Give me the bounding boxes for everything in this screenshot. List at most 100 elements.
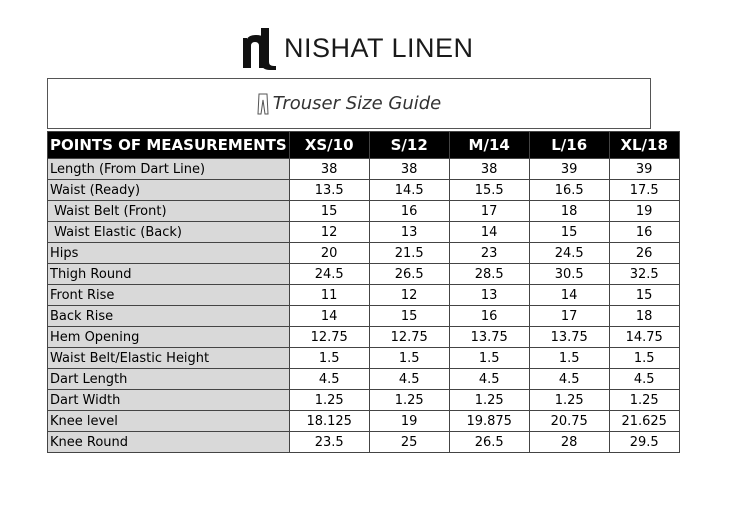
size-cell: 15: [368, 305, 450, 327]
size-cell: 29.5: [608, 431, 680, 453]
size-cell: 28: [528, 431, 610, 453]
size-cell: 4.5: [448, 368, 530, 390]
brand-logo: [243, 28, 276, 70]
measurement-label: Dart Width: [47, 389, 290, 411]
size-cell: 24.5: [528, 242, 610, 264]
column-header: S/12: [368, 131, 450, 159]
size-cell: 1.5: [448, 347, 530, 369]
size-cell: 28.5: [448, 263, 530, 285]
brand-name: NISHAT LINEN: [284, 32, 474, 63]
size-table: POINTS OF MEASUREMENTS XS/10 S/12 M/14 L/16 X…: [47, 131, 680, 453]
brand: NISHAT LINEN: [240, 26, 474, 70]
size-cell: 14: [288, 305, 370, 327]
size-cell: 14: [448, 221, 530, 243]
size-cell: 20: [288, 242, 370, 264]
size-cell: 39: [528, 158, 610, 180]
size-cell: 4.5: [608, 368, 680, 390]
header-row: POINTS OF MEASUREMENTS XS/10 S/12 M/14 L/16 X…: [47, 131, 680, 159]
size-cell: 21.625: [608, 410, 680, 432]
size-cell: 12.75: [368, 326, 450, 348]
size-cell: 4.5: [368, 368, 450, 390]
size-cell: 14.5: [368, 179, 450, 201]
measurement-label: Dart Length: [47, 368, 290, 390]
size-cell: 19: [608, 200, 680, 222]
size-cell: 1.25: [528, 389, 610, 411]
table-row: Hem Opening 12.75 12.75 13.75 13.75 14.75: [47, 326, 680, 348]
size-cell: 15: [288, 200, 370, 222]
size-cell: 17: [448, 200, 530, 222]
title-box: Trouser Size Guide: [47, 78, 651, 129]
size-cell: 14: [528, 284, 610, 306]
size-cell: 23: [448, 242, 530, 264]
size-cell: 12: [368, 284, 450, 306]
measurement-label: Knee Round: [47, 431, 290, 453]
size-cell: 1.25: [288, 389, 370, 411]
measurement-label: Hips: [47, 242, 290, 264]
table-row: Thigh Round 24.5 26.5 28.5 30.5 32.5: [47, 263, 680, 285]
size-cell: 1.25: [368, 389, 450, 411]
measurement-label: Waist (Ready): [47, 179, 290, 201]
size-cell: 39: [608, 158, 680, 180]
size-cell: 13.75: [448, 326, 530, 348]
size-cell: 12.75: [288, 326, 370, 348]
size-cell: 13.75: [528, 326, 610, 348]
size-cell: 1.5: [288, 347, 370, 369]
size-cell: 15: [608, 284, 680, 306]
measurement-label: Length (From Dart Line): [47, 158, 290, 180]
size-cell: 38: [288, 158, 370, 180]
table-row: Dart Width 1.25 1.25 1.25 1.25 1.25: [47, 389, 680, 411]
table-row: Front Rise 11 12 13 14 15: [47, 284, 680, 306]
column-header: L/16: [528, 131, 610, 159]
column-header: XL/18: [608, 131, 680, 159]
size-cell: 26: [608, 242, 680, 264]
size-cell: 17: [528, 305, 610, 327]
size-cell: 16: [448, 305, 530, 327]
size-cell: 15.5: [448, 179, 530, 201]
measurement-label: Back Rise: [47, 305, 290, 327]
size-cell: 1.25: [608, 389, 680, 411]
table-row: Waist (Ready) 13.5 14.5 15.5 16.5 17.5: [47, 179, 680, 201]
size-cell: 25: [368, 431, 450, 453]
size-cell: 14.75: [608, 326, 680, 348]
size-cell: 23.5: [288, 431, 370, 453]
size-cell: 13.5: [288, 179, 370, 201]
size-cell: 18: [608, 305, 680, 327]
size-cell: 18: [528, 200, 610, 222]
size-cell: 30.5: [528, 263, 610, 285]
table-row: Dart Length 4.5 4.5 4.5 4.5 4.5: [47, 368, 680, 390]
size-cell: 1.25: [448, 389, 530, 411]
table-row: Knee Round 23.5 25 26.5 28 29.5: [47, 431, 680, 453]
size-cell: 38: [368, 158, 450, 180]
size-cell: 1.5: [368, 347, 450, 369]
size-cell: 21.5: [368, 242, 450, 264]
size-cell: 32.5: [608, 263, 680, 285]
size-cell: 17.5: [608, 179, 680, 201]
size-cell: 11: [288, 284, 370, 306]
measurement-label: Hem Opening: [47, 326, 290, 348]
column-header: XS/10: [288, 131, 370, 159]
size-cell: 1.5: [608, 347, 680, 369]
table-row: Back Rise 14 15 16 17 18: [47, 305, 680, 327]
trouser-icon: [257, 93, 269, 114]
size-cell: 18.125: [288, 410, 370, 432]
size-cell: 20.75: [528, 410, 610, 432]
size-cell: 16: [368, 200, 450, 222]
size-cell: 1.5: [528, 347, 610, 369]
column-header: M/14: [448, 131, 530, 159]
size-cell: 16.5: [528, 179, 610, 201]
measurement-label: Waist Belt (Front): [47, 200, 290, 222]
size-cell: 13: [448, 284, 530, 306]
measurement-label: Thigh Round: [47, 263, 290, 285]
size-cell: 16: [608, 221, 680, 243]
size-cell: 38: [448, 158, 530, 180]
size-cell: 4.5: [288, 368, 370, 390]
size-cell: 12: [288, 221, 370, 243]
measurement-label: Knee level: [47, 410, 290, 432]
table-row: Waist Belt/Elastic Height 1.5 1.5 1.5 1.5 1.5: [47, 347, 680, 369]
size-cell: 19: [368, 410, 450, 432]
title: Trouser Size Guide: [272, 93, 442, 114]
size-cell: 26.5: [448, 431, 530, 453]
table-row: Knee level 18.125 19 19.875 20.75 21.625: [47, 410, 680, 432]
size-cell: 15: [528, 221, 610, 243]
column-header: POINTS OF MEASUREMENTS: [47, 131, 290, 159]
